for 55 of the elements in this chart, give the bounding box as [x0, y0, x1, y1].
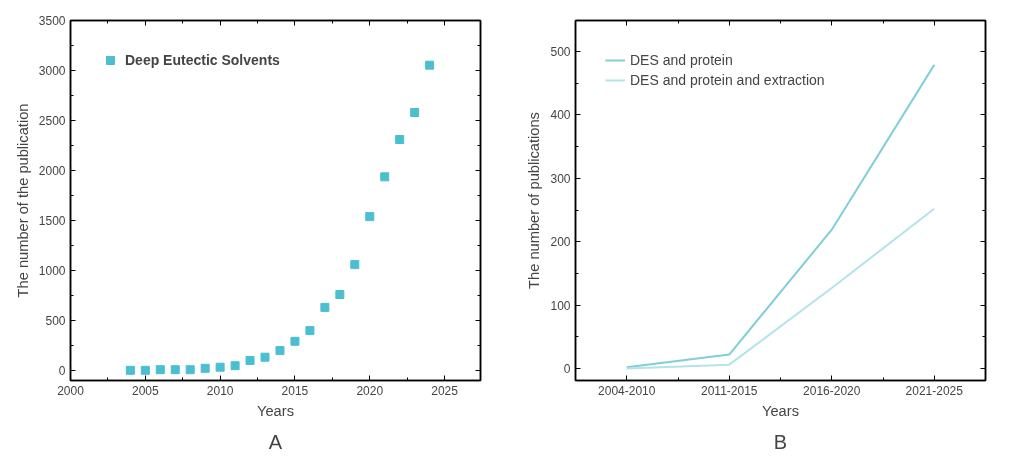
y-tick-label: 100	[550, 298, 571, 313]
y-tick-label: 500	[550, 45, 571, 60]
point	[350, 260, 360, 270]
point	[170, 365, 180, 375]
x-axis-title: Years	[257, 402, 294, 419]
point	[245, 356, 255, 365]
x-axis-title: Years	[762, 402, 799, 419]
x-tick-label: 2021-2025	[905, 383, 964, 398]
y-tick-label: 2000	[38, 164, 66, 178]
x-tick-label: 2005	[131, 383, 159, 398]
x-tick-label: 2000	[57, 383, 85, 398]
point	[425, 60, 435, 70]
y-tick-label: 0	[58, 364, 66, 378]
y-tick-label: 1500	[38, 214, 66, 228]
y-axis-title: The number of the publication	[14, 103, 31, 298]
point	[200, 363, 210, 373]
point	[410, 108, 420, 117]
point	[275, 346, 285, 356]
y-tick-label: 3000	[38, 64, 66, 78]
x-tick-label: 2020	[356, 383, 384, 398]
y-tick-label: 1000	[38, 264, 66, 278]
text: B	[773, 431, 788, 453]
y-tick-label: 300	[550, 171, 571, 186]
y-tick-label: 2500	[38, 114, 66, 128]
point	[320, 302, 330, 312]
x-tick-label: 2016-2020	[803, 383, 861, 398]
point	[215, 362, 225, 372]
y-tick-label: 200	[550, 235, 571, 250]
point	[185, 365, 195, 375]
y-tick-label: 400	[550, 108, 571, 123]
point	[305, 326, 315, 336]
y-tick-label: 3500	[38, 14, 66, 28]
point	[380, 172, 390, 182]
legend-label: DES and protein and extraction	[630, 72, 825, 88]
point	[365, 212, 375, 222]
point	[290, 336, 300, 346]
text: A	[268, 431, 283, 453]
y-axis-title: The number of publications	[526, 112, 543, 289]
line-series	[625, 207, 936, 370]
point	[395, 135, 405, 144]
point	[140, 365, 150, 375]
point	[155, 365, 165, 375]
x-tick-label: 2025	[431, 383, 459, 398]
y-tick-label: 0	[563, 361, 571, 376]
legend-label: DES and protein	[630, 52, 733, 68]
x-tick-label: 2015	[281, 383, 309, 398]
point	[230, 361, 240, 371]
x-tick-label: 2011-2015	[701, 383, 758, 398]
x-tick-label: 2010	[206, 383, 234, 398]
x-tick-label: 2004-2010	[598, 383, 656, 398]
legend-label: Deep Eutectic Solvents	[125, 52, 280, 68]
point	[260, 352, 270, 362]
point	[125, 365, 135, 375]
y-tick-label: 500	[45, 314, 66, 328]
point	[335, 290, 345, 299]
